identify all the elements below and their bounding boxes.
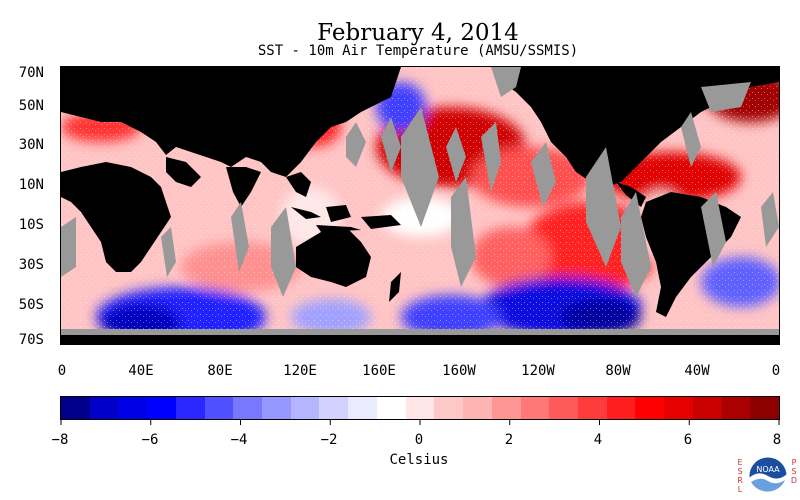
lon-label-160e: 160E [362,363,396,379]
colorbar-label-neg8: −8 [51,432,69,448]
colorbar-cell [61,397,90,419]
colorbar-cell [750,397,779,419]
colorbar-label-neg4: −4 [230,432,248,448]
lat-label-50n: 50N [18,98,44,114]
lat-label-30n: 30N [18,137,44,153]
lon-label-120e: 120E [283,363,317,379]
colorbar-cell [635,397,665,419]
lon-label-120w: 120W [521,363,555,379]
lon-label-80w: 80W [605,363,631,379]
colorbar-cell [434,397,464,419]
colorbar [60,396,780,420]
colorbar-label-6: 6 [683,432,693,448]
lon-label-0-east: 0 [771,363,781,379]
lat-label-10n: 10N [18,177,44,193]
colorbar-cell [147,397,176,419]
colorbar-cell [118,397,148,419]
map-title: February 4, 2014 [317,20,519,46]
colorbar-ticks [60,419,780,425]
colorbar-cell [721,397,751,419]
colorbar-cell [262,397,291,419]
noaa-logo-text: NOAA [756,465,780,474]
colorbar-cell [664,397,693,419]
colorbar-cell [319,397,349,419]
colorbar-cell [520,397,550,419]
colorbar-cell [463,397,492,419]
colorbar-units: Celsius [389,452,449,468]
colorbar-cell [204,397,234,419]
lon-label-0-west: 0 [57,363,67,379]
colorbar-label-4: 4 [593,432,603,448]
colorbar-cell [376,397,406,419]
colorbar-cell [89,397,119,419]
colorbar-label-neg2: −2 [320,432,338,448]
colorbar-cell [290,397,320,419]
colorbar-cell [175,397,205,419]
lat-label-70n: 70N [18,65,44,81]
colorbar-cell [491,397,521,419]
sst-map-canvas [61,67,779,344]
lon-label-40e: 40E [128,363,154,379]
lat-label-30s: 30S [18,257,44,273]
lat-label-10s: 10S [18,217,44,233]
map-subtitle: SST - 10m Air Temperature (AMSU/SSMIS) [257,43,579,59]
colorbar-cell [692,397,722,419]
lon-label-160w: 160W [442,363,476,379]
colorbar-cell [549,397,578,419]
sst-map [60,66,780,345]
noaa-logo-icon: NOAA [748,456,788,496]
colorbar-cell [348,397,377,419]
colorbar-label-8: 8 [772,432,782,448]
colorbar-cell [233,397,263,419]
colorbar-cell [577,397,607,419]
missing-data-swaths [61,67,779,335]
colorbar-label-neg6: −6 [141,432,159,448]
colorbar-cell [405,397,435,419]
colorbar-cell [606,397,636,419]
lon-label-80e: 80E [207,363,233,379]
lon-label-40w: 40W [684,363,710,379]
colorbar-label-0: 0 [414,432,424,448]
lat-label-70s: 70S [18,332,44,348]
colorbar-label-2: 2 [504,432,514,448]
lat-label-50s: 50S [18,297,44,313]
